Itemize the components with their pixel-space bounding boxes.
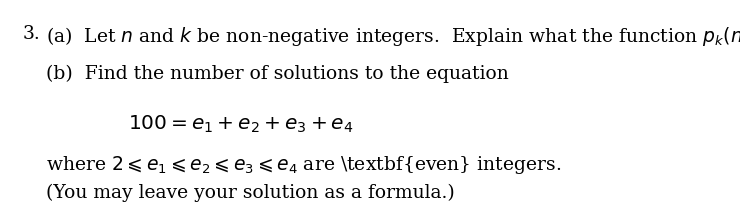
- Text: $100 = e_1 + e_2 + e_3 + e_4$: $100 = e_1 + e_2 + e_3 + e_4$: [129, 114, 354, 135]
- Text: (a)  Let $n$ and $k$ be non-negative integers.  Explain what the function $p_k(n: (a) Let $n$ and $k$ be non-negative inte…: [45, 24, 740, 47]
- Text: (You may leave your solution as a formula.): (You may leave your solution as a formul…: [45, 183, 454, 201]
- Text: where $2 \leqslant e_1 \leqslant e_2 \leqslant e_3 \leqslant e_4$ are \textbf{ev: where $2 \leqslant e_1 \leqslant e_2 \le…: [45, 153, 561, 175]
- Text: 3.: 3.: [23, 24, 41, 42]
- Text: (b)  Find the number of solutions to the equation: (b) Find the number of solutions to the …: [45, 65, 508, 83]
